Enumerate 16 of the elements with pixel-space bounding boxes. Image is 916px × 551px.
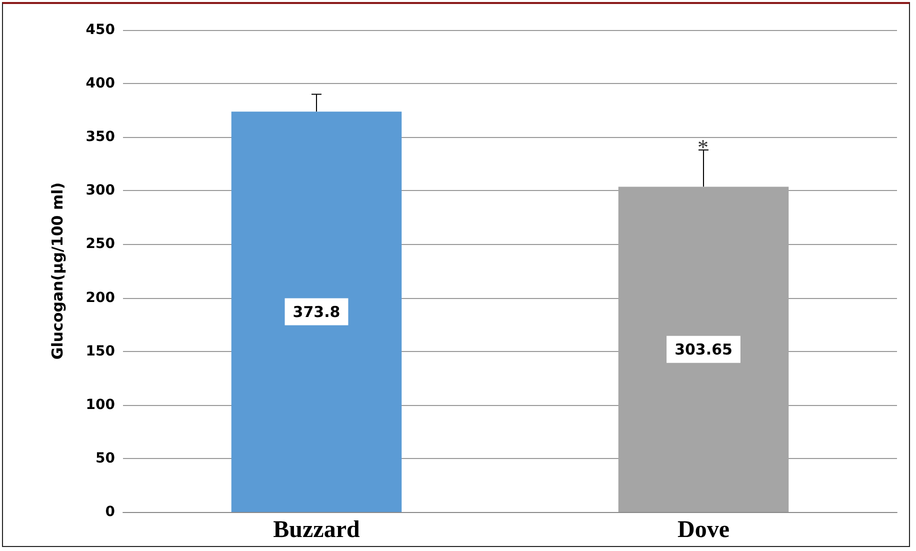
data-label: 303.65 xyxy=(674,340,732,358)
x-tick-label: Buzzard xyxy=(273,517,360,543)
annotation: * xyxy=(698,134,708,160)
y-tick-label: 100 xyxy=(86,396,116,413)
y-tick-label: 350 xyxy=(86,129,116,146)
y-tick-label: 50 xyxy=(96,450,116,466)
data-label: 373.8 xyxy=(292,302,340,321)
y-axis-title: Glucogan(µg/100 ml) xyxy=(48,182,66,360)
y-tick-label: 0 xyxy=(105,504,116,520)
y-tick-label: 150 xyxy=(86,343,116,360)
y-tick-label: 300 xyxy=(86,182,116,199)
y-tick-label: 200 xyxy=(86,290,116,306)
y-tick-label: 400 xyxy=(86,76,116,92)
y-tick-label: 450 xyxy=(86,22,116,38)
x-tick-label: Dove xyxy=(678,517,730,543)
y-tick-label: 250 xyxy=(86,236,116,252)
